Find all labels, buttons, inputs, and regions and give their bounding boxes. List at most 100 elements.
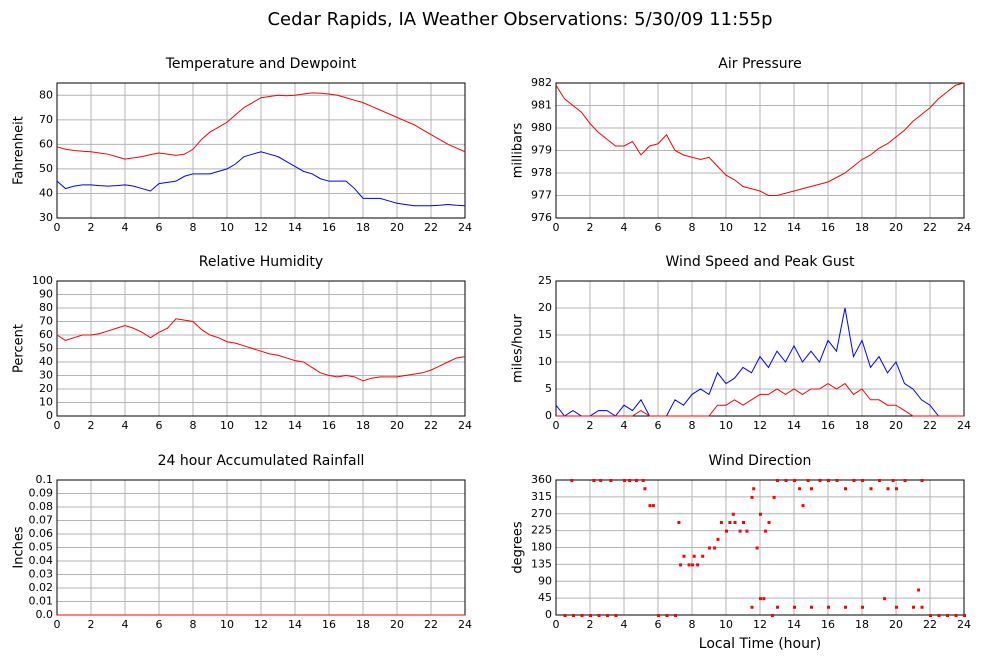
x-tick-label: 24: [458, 419, 472, 432]
data-point: [755, 546, 759, 550]
y-tick-label: 981: [531, 99, 552, 112]
x-tick-label: 8: [689, 419, 696, 432]
data-point: [563, 614, 567, 617]
x-tick-label: 6: [655, 419, 662, 432]
x-tick-label: 12: [254, 419, 268, 432]
data-point: [592, 479, 596, 482]
data-point: [793, 479, 796, 482]
data-point: [878, 479, 881, 482]
data-point: [725, 529, 728, 533]
x-tick-label: 8: [190, 221, 197, 234]
x-tick-label: 10: [719, 618, 733, 631]
y-tick-label: 45: [538, 591, 552, 604]
data-point: [784, 479, 788, 482]
data-point: [801, 504, 805, 508]
y-tick-label: 0: [545, 409, 552, 422]
plot-frame: [555, 280, 965, 417]
y-tick-label: 50: [39, 342, 53, 355]
x-tick-label: 16: [322, 618, 336, 631]
data-point: [770, 614, 774, 617]
data-point: [963, 614, 966, 617]
data-point: [920, 605, 924, 609]
data-line: [56, 92, 466, 160]
y-axis-label: Fahrenheit: [12, 116, 27, 185]
plot-frame: [555, 479, 965, 616]
x-tick-label: 12: [254, 618, 268, 631]
data-point: [606, 614, 609, 617]
data-point: [745, 529, 749, 533]
plot-frame: [56, 280, 466, 417]
data-point: [798, 487, 802, 491]
y-tick-label: 60: [39, 328, 53, 341]
data-point: [701, 554, 705, 558]
y-tick-label: 0.0: [36, 608, 54, 621]
data-point: [883, 597, 887, 601]
y-tick-label: 315: [531, 490, 552, 503]
plot-frame: [555, 82, 965, 219]
data-point: [648, 504, 652, 508]
data-point: [776, 605, 779, 609]
x-tick-label: 2: [88, 618, 95, 631]
data-point: [628, 479, 632, 482]
data-point: [708, 546, 711, 550]
y-tick-label: 40: [39, 355, 53, 368]
y-axis-label: degrees: [511, 521, 526, 574]
data-point: [954, 614, 958, 617]
data-line: [56, 318, 466, 382]
x-tick-label: 14: [288, 618, 302, 631]
x-tick-label: 6: [156, 618, 163, 631]
y-tick-label: 978: [531, 166, 552, 179]
data-point: [772, 495, 776, 499]
x-tick-label: 18: [356, 618, 370, 631]
y-tick-label: 977: [531, 189, 552, 202]
data-point: [946, 614, 949, 617]
y-axis-label: Inches: [12, 526, 27, 568]
y-tick-label: 0.05: [29, 541, 54, 554]
y-tick-label: 270: [531, 507, 552, 520]
y-tick-label: 979: [531, 144, 552, 157]
data-point: [827, 479, 830, 482]
x-tick-label: 2: [587, 419, 594, 432]
chart-title: Temperature and Dewpoint: [165, 56, 357, 72]
x-tick-label: 6: [655, 618, 662, 631]
x-tick-label: 10: [220, 618, 234, 631]
data-point: [641, 479, 645, 482]
data-point: [634, 479, 638, 482]
y-tick-label: 0: [46, 409, 53, 422]
x-tick-label: 20: [390, 221, 404, 234]
data-point: [580, 614, 584, 617]
data-line: [555, 307, 964, 417]
x-tick-label: 4: [621, 221, 628, 234]
x-tick-label: 12: [753, 618, 767, 631]
x-axis-label: Local Time (hour): [699, 636, 821, 652]
data-point: [614, 614, 618, 617]
data-point: [687, 563, 691, 567]
data-point: [597, 614, 601, 617]
data-line: [56, 151, 466, 207]
x-tick-label: 24: [957, 221, 971, 234]
data-point: [713, 546, 717, 550]
data-point: [716, 537, 720, 541]
y-tick-label: 70: [39, 113, 53, 126]
y-tick-label: 90: [538, 574, 552, 587]
x-tick-label: 20: [889, 618, 903, 631]
y-axis-label: millibars: [511, 123, 526, 179]
x-tick-label: 2: [88, 419, 95, 432]
data-point: [651, 504, 655, 508]
x-tick-label: 4: [122, 419, 129, 432]
x-tick-label: 4: [122, 618, 129, 631]
data-point: [609, 479, 613, 482]
x-tick-label: 16: [821, 221, 835, 234]
x-tick-label: 24: [458, 221, 472, 234]
y-tick-label: 0.04: [29, 554, 54, 567]
x-tick-label: 14: [288, 419, 302, 432]
x-tick-label: 22: [923, 618, 937, 631]
data-point: [623, 479, 626, 482]
data-point: [572, 614, 575, 617]
y-tick-label: 225: [531, 524, 552, 537]
x-tick-label: 22: [424, 618, 438, 631]
data-point: [793, 605, 796, 609]
x-tick-label: 18: [855, 419, 869, 432]
y-tick-label: 982: [531, 76, 552, 89]
